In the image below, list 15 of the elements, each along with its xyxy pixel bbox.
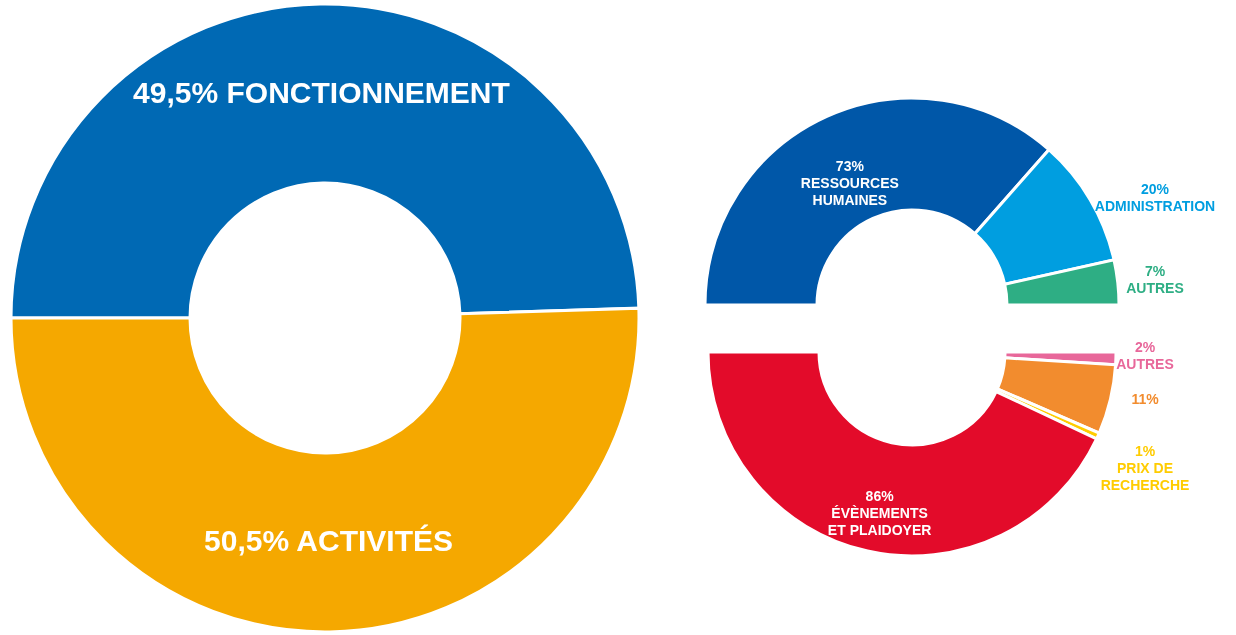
- slice-label: AUTRES: [1126, 280, 1184, 297]
- data-label: 73%: [835, 158, 865, 175]
- data-label: 2%: [1134, 339, 1156, 356]
- slice-label: RESSOURCES HUMAINES: [800, 175, 899, 209]
- data-label: 11%: [1131, 391, 1160, 408]
- data-label: 7%: [1144, 263, 1166, 280]
- slice-label: 50,5% ACTIVITÉS: [204, 524, 454, 558]
- slice-label: ÉVÈNEMENTS ET PLAIDOYER: [827, 504, 932, 538]
- slice-label: ADMINISTRATION: [1094, 197, 1216, 214]
- slice-label: AUTRES: [1116, 356, 1174, 373]
- slice-label: PRIX DE RECHERCHE: [1100, 460, 1190, 494]
- data-label: 20%: [1140, 180, 1170, 197]
- data-label: 86%: [865, 487, 895, 504]
- slice-label: 49,5% FONCTIONNEMENT: [133, 75, 510, 109]
- data-label: 1%: [1134, 443, 1156, 460]
